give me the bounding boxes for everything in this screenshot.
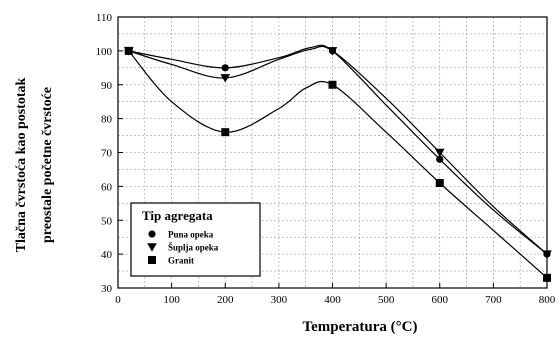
- x-tick-label: 200: [217, 294, 234, 306]
- legend: Tip agregata Puna opeka Šuplja opeka Grani…: [130, 202, 261, 277]
- y-tick-label: 100: [96, 46, 113, 58]
- y-axis-label-line-1: Tlačna čvrstoća kao postotak: [14, 77, 29, 252]
- x-tick-labels: 0 100 200 300 400 500 600 700 800: [115, 283, 556, 306]
- series-line-puna-opeka: [128, 44, 548, 255]
- series-lines: [128, 44, 548, 279]
- data-point-granit: [543, 273, 551, 282]
- series-line--uplja-opeka: [128, 45, 548, 255]
- data-point--uplja-opeka: [542, 250, 552, 259]
- legend-title: Tip agregata: [142, 208, 213, 223]
- y-tick-label: 80: [101, 114, 113, 126]
- data-point-granit: [435, 178, 444, 187]
- data-point-granit: [221, 128, 230, 137]
- series-line-granit: [128, 50, 548, 279]
- legend-marker-granit: [148, 256, 156, 264]
- legend-label-granit: Granit: [168, 256, 194, 266]
- y-tick-label: 50: [101, 215, 113, 227]
- y-tick-label: 90: [101, 80, 113, 92]
- x-tick-label: 0: [115, 294, 121, 306]
- y-tick-label: 70: [101, 148, 113, 160]
- x-tick-label: 100: [163, 294, 180, 306]
- legend-marker--uplja-opeka: [147, 243, 157, 252]
- y-tick-labels: 30 40 50 60 70 80 90 100 110: [96, 12, 123, 295]
- data-point--uplja-opeka: [434, 148, 445, 158]
- legend-items: Puna opeka Šuplja opeka Granit: [147, 230, 219, 266]
- data-point--uplja-opeka: [327, 47, 338, 56]
- x-tick-label: 800: [539, 294, 556, 306]
- y-tick-label: 30: [101, 283, 113, 295]
- series-markers: [123, 46, 552, 282]
- legend-label--uplja-opeka: Šuplja opeka: [168, 243, 219, 253]
- gridlines: [118, 17, 547, 288]
- legend-marker-puna-opeka: [148, 230, 156, 238]
- x-tick-label: 400: [324, 294, 341, 306]
- data-point-granit: [328, 80, 337, 89]
- x-tick-label: 700: [485, 294, 502, 306]
- data-point-granit: [124, 46, 133, 55]
- data-point-puna-opeka: [221, 64, 229, 72]
- y-axis-label-line-2: preostale početne čvrstoće: [40, 87, 55, 243]
- y-tick-label: 110: [96, 12, 113, 24]
- y-tick-label: 40: [101, 249, 113, 261]
- data-point--uplja-opeka: [220, 74, 231, 83]
- x-tick-label: 600: [432, 294, 449, 306]
- data-point-puna-opeka: [436, 155, 444, 163]
- legend-label-puna-opeka: Puna opeka: [168, 230, 214, 240]
- x-axis-label: Temperatura (°C): [302, 319, 417, 335]
- x-tick-label: 300: [271, 294, 288, 306]
- y-tick-label: 60: [101, 181, 113, 193]
- x-tick-label: 500: [378, 294, 395, 306]
